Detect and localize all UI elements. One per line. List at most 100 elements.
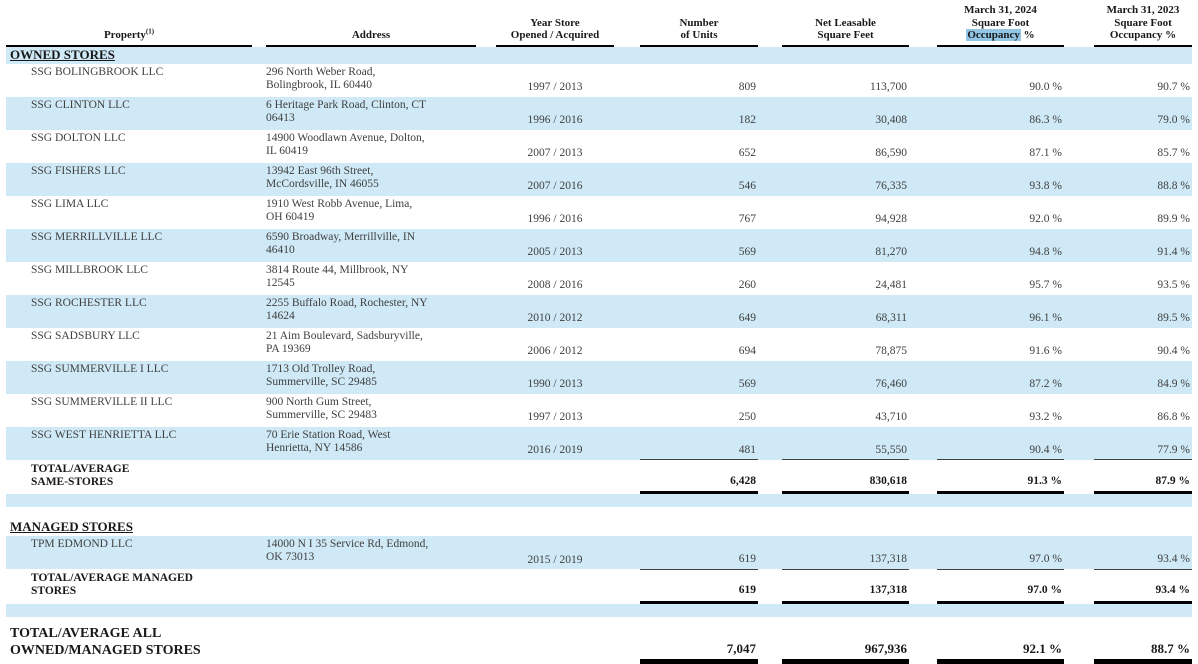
sqft-value: 24,481 [875, 279, 907, 292]
column-gap [614, 460, 640, 493]
property-address: 2255 Buffalo Road, Rochester, NY 14624 [266, 294, 476, 328]
column-gap [909, 294, 937, 328]
occupancy-2024-value: 92.0 % [1029, 213, 1062, 226]
column-gap [909, 460, 937, 493]
total-managed-stores-label: TOTAL/AVERAGE MANAGED STORES [31, 572, 193, 598]
column-gap [614, 294, 640, 328]
year-opened-acquired: 1996 / 2016 [527, 213, 583, 226]
column-gap [1064, 96, 1094, 130]
column-gap [614, 196, 640, 229]
store-row: SSG BOLINGBROOK LLC 296 North Weber Road… [6, 64, 1192, 97]
column-gap [252, 64, 266, 97]
sqft-value: 94,928 [875, 213, 907, 226]
total-row-same-stores: TOTAL/AVERAGE SAME-STORES 6,428 830,618 … [6, 459, 1192, 495]
property-name: SSG BOLINGBROOK LLC [31, 65, 164, 78]
column-gap [1064, 426, 1094, 460]
total-occupancy-2024-value: 97.0 % [937, 569, 1064, 604]
column-gap [252, 536, 266, 570]
column-gap [476, 360, 496, 394]
column-gap [476, 262, 496, 295]
year-opened-acquired: 2006 / 2012 [527, 345, 583, 358]
section-title-owned-stores: OWNED STORES [10, 46, 115, 62]
column-gap [614, 96, 640, 130]
column-gap [252, 196, 266, 229]
column-gap [1064, 536, 1094, 570]
column-gap [1064, 623, 1094, 662]
sqft-value: 43,710 [875, 411, 907, 424]
occupancy-2024-header-text: March 31, 2024 Square Foot [964, 4, 1037, 29]
column-gap [1064, 196, 1094, 229]
column-gap [909, 360, 937, 394]
column-header-year: Year Store Opened / Acquired [496, 0, 614, 47]
column-gap [1064, 328, 1094, 361]
year-opened-acquired: 1997 / 2013 [527, 411, 583, 424]
column-gap [252, 0, 266, 46]
occupancy-2024-value: 97.0 % [937, 536, 1064, 570]
property-name: SSG FISHERS LLC [6, 162, 252, 196]
property-name: SSG SADSBURY LLC [31, 329, 140, 342]
year-opened-acquired: 2007 / 2013 [527, 147, 583, 160]
occupancy-2024-value: 87.2 % [937, 360, 1064, 394]
column-gap [909, 96, 937, 130]
occupancy-2023-value: 90.7 % [1157, 81, 1190, 94]
occupancy-2023-value: 93.4 % [1094, 536, 1192, 570]
property-address: 296 North Weber Road, Bolingbrook, IL 60… [266, 65, 376, 91]
grand-total-occupancy-2024-value: 92.1 % [937, 622, 1064, 664]
column-gap [252, 228, 266, 262]
units-value: 260 [738, 279, 756, 292]
units-value: 809 [738, 81, 756, 94]
empty-cell [496, 460, 614, 493]
property-name: SSG LIMA LLC [31, 197, 109, 210]
property-name: SSG MERRILLVILLE LLC [6, 228, 252, 262]
year-opened-acquired: 2015 / 2019 [496, 536, 614, 570]
occupancy-2024-value: 93.2 % [1029, 411, 1062, 424]
units-value: 546 [640, 162, 758, 196]
sqft-value: 76,335 [782, 162, 909, 196]
search-highlight: Occupancy [966, 29, 1021, 42]
column-gap [252, 426, 266, 460]
column-gap [758, 130, 782, 163]
property-address: 6590 Broadway, Merrillville, IN 46410 [266, 228, 476, 262]
store-row: TPM EDMOND LLC 14000 N I 35 Service Rd, … [6, 536, 1192, 570]
column-gap [1064, 394, 1094, 427]
sqft-value: 113,700 [870, 81, 907, 94]
column-gap [252, 96, 266, 130]
column-gap [909, 196, 937, 229]
column-gap [1064, 460, 1094, 493]
property-name: SSG DOLTON LLC [31, 131, 126, 144]
column-gap [476, 426, 496, 460]
column-gap [909, 162, 937, 196]
occupancy-2023-value: 90.4 % [1157, 345, 1190, 358]
column-gap [476, 130, 496, 163]
property-address: 6 Heritage Park Road, Clinton, CT 06413 [266, 96, 476, 130]
total-row-managed-stores: TOTAL/AVERAGE MANAGED STORES 619 137,318… [6, 569, 1192, 604]
total-occupancy-2024-value: 91.3 % [937, 459, 1064, 495]
column-gap [909, 536, 937, 570]
table-header: Property(1) Address Year Store Opened / … [6, 0, 1192, 47]
occupancy-2023-value: 84.9 % [1094, 360, 1192, 394]
column-gap [252, 130, 266, 163]
column-gap [476, 294, 496, 328]
column-gap [758, 0, 782, 46]
section-header-owned-stores: OWNED STORES [6, 45, 1192, 64]
units-value: 619 [640, 536, 758, 570]
column-gap [758, 294, 782, 328]
column-gap [614, 360, 640, 394]
units-value: 182 [640, 96, 758, 130]
column-gap [614, 262, 640, 295]
units-value: 652 [738, 147, 756, 160]
section-title-managed-stores: MANAGED STORES [10, 519, 133, 535]
column-gap [614, 0, 640, 46]
column-gap [909, 569, 937, 602]
column-gap [758, 64, 782, 97]
header-row: Property(1) Address Year Store Opened / … [6, 0, 1192, 47]
grand-total-units-value: 7,047 [640, 622, 758, 664]
store-row: SSG SUMMERVILLE II LLC 900 North Gum Str… [6, 394, 1192, 427]
occupancy-2024-value: 91.6 % [1029, 345, 1062, 358]
occupancy-2024-value: 96.1 % [937, 294, 1064, 328]
column-gap [758, 426, 782, 460]
column-gap [909, 130, 937, 163]
store-row: SSG DOLTON LLC 14900 Woodlawn Avenue, Do… [6, 130, 1192, 163]
property-name: SSG WEST HENRIETTA LLC [6, 426, 252, 460]
managed-stores-rows: TPM EDMOND LLC 14000 N I 35 Service Rd, … [6, 536, 1192, 570]
